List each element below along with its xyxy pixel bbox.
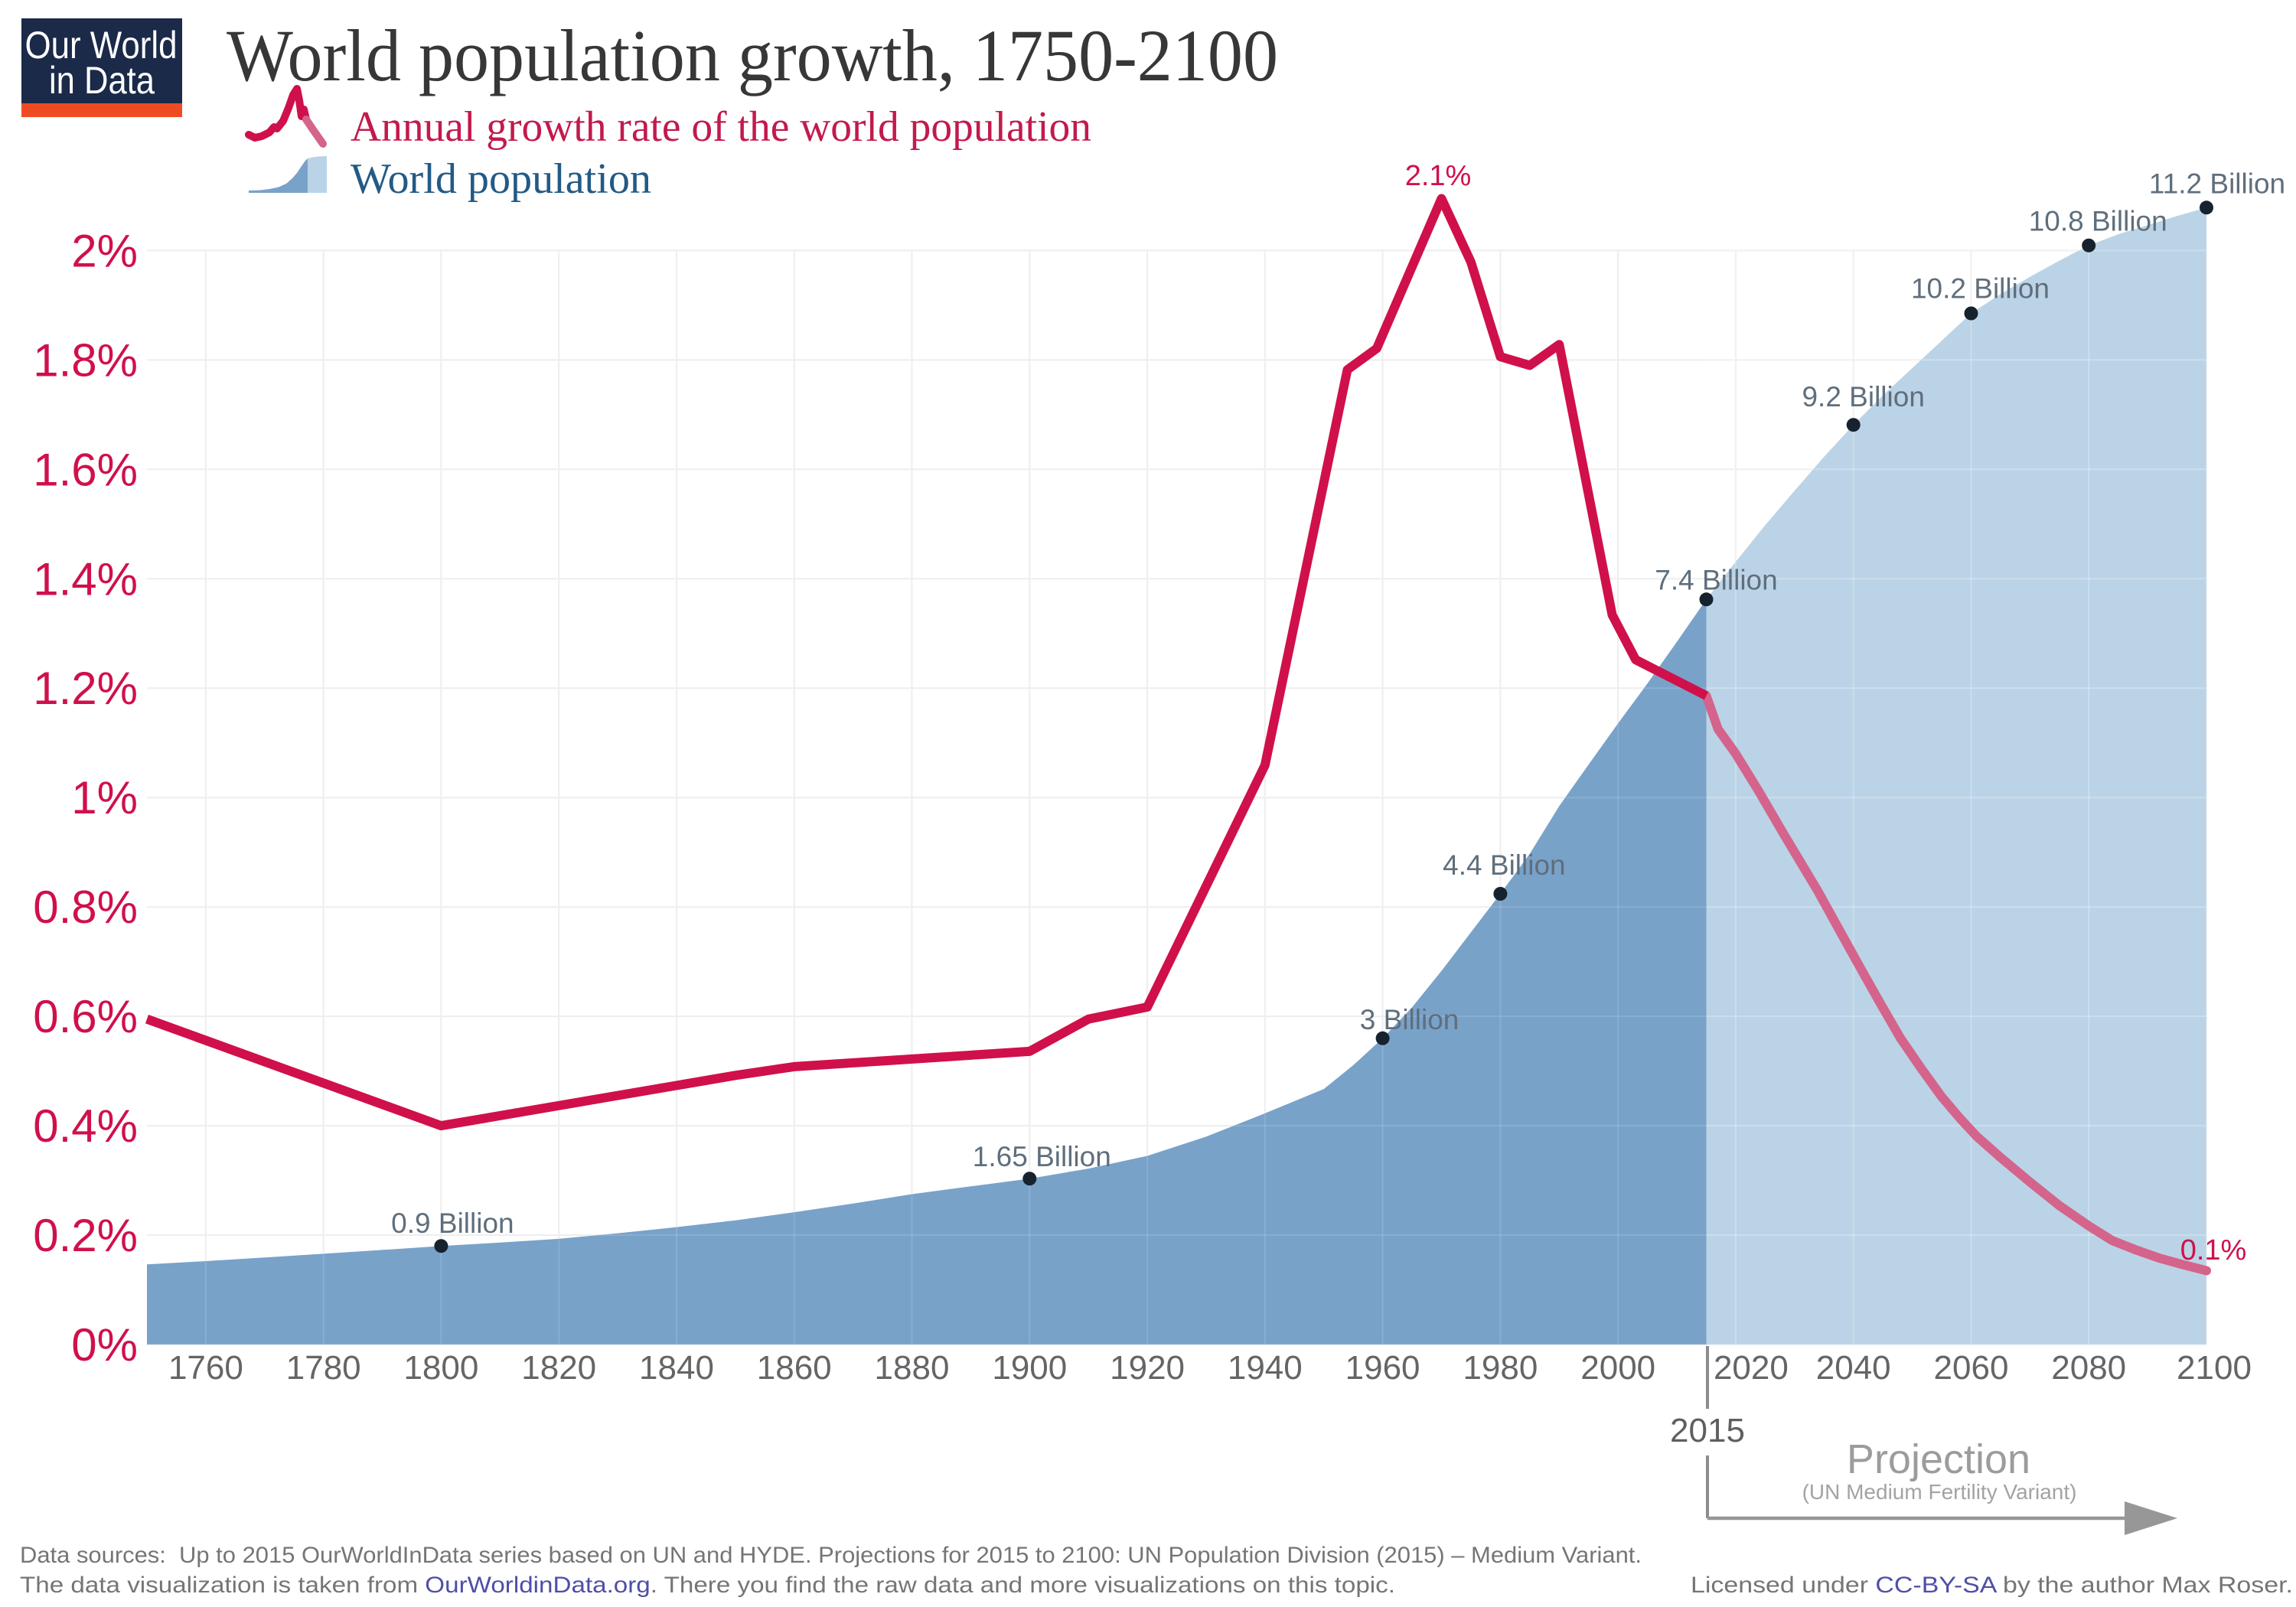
svg-text:1800: 1800 bbox=[403, 1349, 478, 1387]
svg-text:1980: 1980 bbox=[1463, 1349, 1538, 1387]
svg-text:The data visualization is take: The data visualization is taken from Our… bbox=[20, 1573, 1395, 1598]
svg-text:0.2%: 0.2% bbox=[33, 1210, 138, 1261]
svg-text:World population: World population bbox=[351, 155, 651, 203]
svg-text:Projection: Projection bbox=[1847, 1436, 2030, 1482]
svg-text:1920: 1920 bbox=[1110, 1349, 1185, 1387]
svg-text:1780: 1780 bbox=[286, 1349, 361, 1387]
svg-text:1760: 1760 bbox=[168, 1349, 243, 1387]
svg-text:7.4 Billion: 7.4 Billion bbox=[1655, 564, 1777, 595]
svg-text:4.4 Billion: 4.4 Billion bbox=[1443, 849, 1565, 881]
svg-text:1860: 1860 bbox=[757, 1349, 832, 1387]
svg-text:0%: 0% bbox=[71, 1319, 138, 1371]
svg-text:1960: 1960 bbox=[1345, 1349, 1420, 1387]
svg-text:2060: 2060 bbox=[1934, 1349, 2009, 1387]
svg-text:2100: 2100 bbox=[2177, 1349, 2252, 1387]
svg-text:1940: 1940 bbox=[1228, 1349, 1303, 1387]
svg-text:1.2%: 1.2% bbox=[33, 663, 138, 714]
svg-text:1.4%: 1.4% bbox=[33, 553, 138, 605]
svg-text:2015: 2015 bbox=[1670, 1412, 1745, 1449]
svg-text:11.2 Billion: 11.2 Billion bbox=[2149, 168, 2285, 199]
svg-text:10.8 Billion: 10.8 Billion bbox=[2029, 206, 2167, 237]
svg-text:3 Billion: 3 Billion bbox=[1360, 1004, 1459, 1035]
svg-text:Data sources: Up to 2015 OurW: Data sources: Up to 2015 OurWorldInData … bbox=[20, 1543, 1642, 1568]
svg-text:in Data: in Data bbox=[49, 59, 155, 102]
svg-text:0.1%: 0.1% bbox=[2180, 1234, 2247, 1266]
svg-text:10.2 Billion: 10.2 Billion bbox=[1911, 273, 2050, 305]
svg-text:0.9 Billion: 0.9 Billion bbox=[391, 1208, 514, 1239]
svg-text:(UN Medium Fertility Variant): (UN Medium Fertility Variant) bbox=[1802, 1480, 2077, 1504]
svg-text:Our World: Our World bbox=[25, 24, 178, 67]
svg-text:9.2 Billion: 9.2 Billion bbox=[1802, 381, 1924, 412]
svg-text:World population growth, 1750-: World population growth, 1750-2100 bbox=[227, 15, 1278, 96]
svg-text:Licensed under CC-BY-SA by the: Licensed under CC-BY-SA by the author Ma… bbox=[1691, 1573, 2293, 1598]
svg-text:1.8%: 1.8% bbox=[33, 334, 138, 386]
svg-text:1880: 1880 bbox=[875, 1349, 950, 1387]
svg-text:1%: 1% bbox=[71, 772, 138, 823]
svg-text:2000: 2000 bbox=[1580, 1349, 1655, 1387]
svg-text:Annual growth rate of the worl: Annual growth rate of the world populati… bbox=[351, 103, 1091, 151]
svg-text:0.8%: 0.8% bbox=[33, 882, 138, 933]
svg-text:0.4%: 0.4% bbox=[33, 1100, 138, 1152]
svg-text:2020: 2020 bbox=[1714, 1349, 1789, 1387]
svg-text:0.6%: 0.6% bbox=[33, 991, 138, 1042]
svg-text:1820: 1820 bbox=[521, 1349, 596, 1387]
svg-text:2%: 2% bbox=[71, 225, 138, 276]
svg-text:1840: 1840 bbox=[639, 1349, 714, 1387]
svg-text:2.1%: 2.1% bbox=[1405, 160, 1472, 192]
svg-text:1.65 Billion: 1.65 Billion bbox=[973, 1141, 1111, 1172]
svg-text:2080: 2080 bbox=[2051, 1349, 2126, 1387]
svg-text:2040: 2040 bbox=[1816, 1349, 1891, 1387]
svg-text:1.6%: 1.6% bbox=[33, 444, 138, 495]
svg-text:1900: 1900 bbox=[992, 1349, 1067, 1387]
